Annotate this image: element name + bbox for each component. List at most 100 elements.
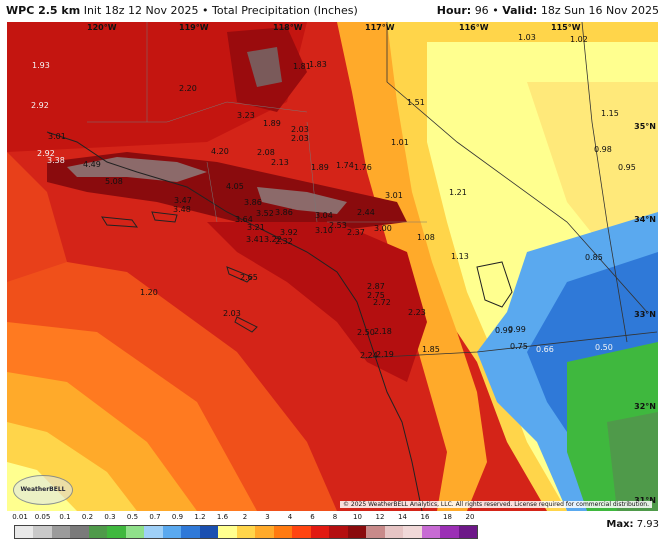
point-value: 0.75 [510, 342, 528, 351]
point-value: 2.19 [376, 350, 394, 359]
point-value: 2.44 [357, 208, 375, 217]
point-value: 2.13 [271, 158, 289, 167]
legend-tick-label: 12 [375, 513, 385, 521]
legend-tick-label: 0.3 [104, 513, 116, 521]
legend-swatch [292, 526, 311, 538]
point-value: 2.53 [329, 221, 347, 230]
copyright-credit: © 2025 WeatherBELL Analytics, LLC. All r… [340, 501, 652, 508]
weatherbell-logo: WeatherBELL [13, 475, 73, 505]
valid-label: Valid: [502, 4, 538, 17]
point-value: 0.98 [594, 145, 612, 154]
map-header: WPC 2.5 km Init 18z 12 Nov 2025 • Total … [0, 0, 665, 22]
legend-swatch [384, 526, 404, 538]
legend-swatch [403, 526, 422, 538]
legend-tick-label: 0.9 [171, 513, 184, 521]
precipitation-map: 120°W 119°W 118°W 117°W 116°W 115°W 35°N… [7, 22, 658, 511]
point-value: 3.00 [374, 224, 392, 233]
lon-label-115w: 115°W [551, 23, 581, 32]
point-value: 3.64 [235, 215, 253, 224]
point-value: 3.23 [237, 111, 255, 120]
legend-swatch [70, 526, 89, 538]
point-value: 2.32 [275, 237, 293, 246]
point-value: 5.08 [105, 177, 123, 186]
lat-label-32n: 32°N [634, 402, 656, 411]
lon-label-116w: 116°W [459, 23, 489, 32]
header-left: WPC 2.5 km Init 18z 12 Nov 2025 • Total … [6, 0, 358, 22]
point-value: 2.65 [240, 273, 258, 282]
legend-tick-label: 1.6 [216, 513, 229, 521]
point-value: 3.41 [246, 235, 264, 244]
header-separator: • [202, 4, 209, 17]
lat-label-34n: 34°N [634, 215, 656, 224]
point-value: 3.01 [48, 132, 66, 141]
legend-swatch [199, 526, 219, 538]
point-value: 3.38 [47, 156, 65, 165]
legend-swatch [458, 526, 478, 538]
lon-label-119w: 119°W [179, 23, 209, 32]
point-value: 2.03 [291, 134, 309, 143]
color-legend: 0.01 0.05 0.1 0.2 0.3 0.5 0.7 0.9 1.2 1.6 2 3 4 6 8 10 1… [12, 513, 482, 545]
point-value: 4.49 [83, 160, 101, 169]
point-value: 1.89 [263, 119, 281, 128]
legend-swatch [310, 526, 330, 538]
point-value: 0.85 [585, 253, 603, 262]
legend-tick-label: 18 [443, 513, 452, 521]
legend-tick-label: 3 [265, 513, 270, 521]
point-value: 3.48 [173, 205, 191, 214]
legend-swatch [366, 526, 385, 538]
legend-swatch [33, 526, 52, 538]
point-value: 3.92 [280, 228, 298, 237]
max-value-readout: Max: 7.93 [606, 519, 659, 530]
hour-value: 96 [474, 4, 489, 17]
legend-tick-label: 2 [242, 513, 248, 521]
legend-swatch [107, 526, 126, 538]
point-value: 3.22 [264, 235, 282, 244]
model-name: WPC 2.5 km [6, 4, 81, 17]
point-value: 1.81 [293, 62, 311, 71]
max-value: 7.93 [636, 519, 659, 530]
legend-tick-label: 6 [310, 513, 315, 521]
legend-swatch [273, 526, 293, 538]
max-label: Max: [606, 519, 634, 530]
legend-swatch [144, 526, 163, 538]
point-value: 1.89 [311, 163, 329, 172]
point-value: 3.21 [247, 223, 265, 232]
point-value: 1.01 [391, 138, 409, 147]
field-name: Total Precipitation (Inches) [212, 4, 358, 17]
header-right: Hour: 96 • Valid: 18z Sun 16 Nov 2025 [436, 4, 659, 17]
lat-label-31n: 31°N [634, 496, 656, 505]
point-value: 1.13 [451, 252, 469, 261]
legend-tick-label: 0.1 [59, 513, 71, 521]
valid-value: 18z Sun 16 Nov 2025 [540, 4, 659, 17]
legend-tick-label: 20 [465, 513, 475, 521]
point-value: 3.01 [385, 191, 403, 200]
point-value: 2.37 [347, 228, 365, 237]
point-value: 1.85 [422, 345, 440, 354]
legend-swatch [51, 526, 71, 538]
point-value: 2.20 [179, 84, 197, 93]
point-value: 3.86 [244, 198, 262, 207]
point-value: 1.20 [140, 288, 158, 297]
legend-tick-label: 14 [398, 513, 407, 521]
point-value: 2.03 [291, 125, 309, 134]
legend-tick-label: 0.5 [126, 513, 139, 521]
legend-swatch [347, 526, 367, 538]
lon-label-120w: 120°W [87, 23, 117, 32]
lon-label-117w: 117°W [365, 23, 395, 32]
lon-label-118w: 118°W [273, 23, 303, 32]
point-value: 3.10 [315, 226, 333, 235]
point-value: 1.02 [570, 35, 588, 44]
legend-swatch [125, 526, 145, 538]
logo-text: WeatherBELL [20, 486, 66, 493]
point-value: 1.74 [336, 161, 354, 170]
point-value: 1.83 [309, 60, 327, 69]
legend-swatch [162, 526, 182, 538]
legend-tick-label: 1.2 [194, 513, 206, 521]
point-value: 1.08 [417, 233, 435, 242]
legend-swatch [421, 526, 441, 538]
point-value: 1.15 [601, 109, 619, 118]
legend-tick-label: 0.2 [81, 513, 94, 521]
legend-tick-label: 4 [287, 513, 293, 521]
point-value: 0.50 [595, 343, 613, 352]
legend-tick-label: 8 [332, 513, 338, 521]
